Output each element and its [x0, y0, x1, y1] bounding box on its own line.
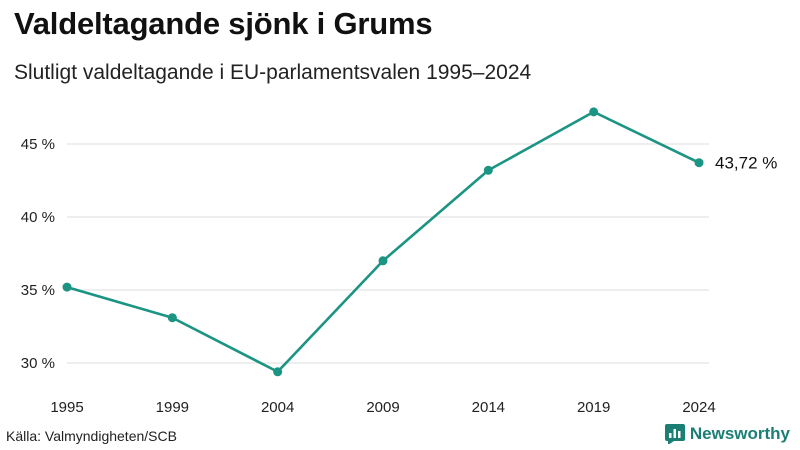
x-tick-label: 1999 — [156, 399, 189, 416]
source-note: Källa: Valmyndigheten/SCB — [6, 428, 177, 444]
x-tick-label: 2024 — [682, 399, 715, 416]
chart-subtitle: Slutligt valdeltagande i EU-parlamentsva… — [14, 61, 532, 84]
data-point — [378, 256, 388, 266]
data-point — [589, 107, 599, 117]
series-line — [66, 110, 700, 374]
data-point — [167, 313, 177, 323]
series-line-group — [66, 110, 700, 374]
data-labels: 43,72 % — [715, 154, 777, 173]
gridlines — [67, 143, 709, 364]
y-tick-label: 35 % — [21, 282, 55, 299]
data-points — [62, 107, 704, 377]
y-tick-label: 30 % — [21, 355, 55, 372]
data-point — [62, 282, 72, 292]
x-tick-label: 2014 — [472, 399, 505, 416]
y-axis-ticks: 30 % 35 % 40 % 45 % — [21, 136, 55, 372]
data-point — [694, 158, 704, 168]
x-tick-label: 2019 — [577, 399, 610, 416]
brand-logo: Newsworthy — [664, 424, 790, 444]
x-tick-label: 2009 — [366, 399, 399, 416]
end-value-label: 43,72 % — [715, 154, 777, 173]
x-tick-label: 1995 — [50, 399, 83, 416]
y-tick-label: 45 % — [21, 136, 55, 153]
data-point — [483, 165, 493, 175]
x-axis-ticks: 1995 1999 2004 2009 2014 2019 2024 — [50, 399, 715, 416]
y-tick-label: 40 % — [21, 209, 55, 226]
brand-name: Newsworthy — [689, 424, 790, 443]
data-point — [273, 367, 283, 377]
chart-title: Valdeltagande sjönk i Grums — [14, 6, 433, 41]
bar-chart-logo-icon — [664, 424, 685, 444]
x-tick-label: 2004 — [261, 399, 294, 416]
